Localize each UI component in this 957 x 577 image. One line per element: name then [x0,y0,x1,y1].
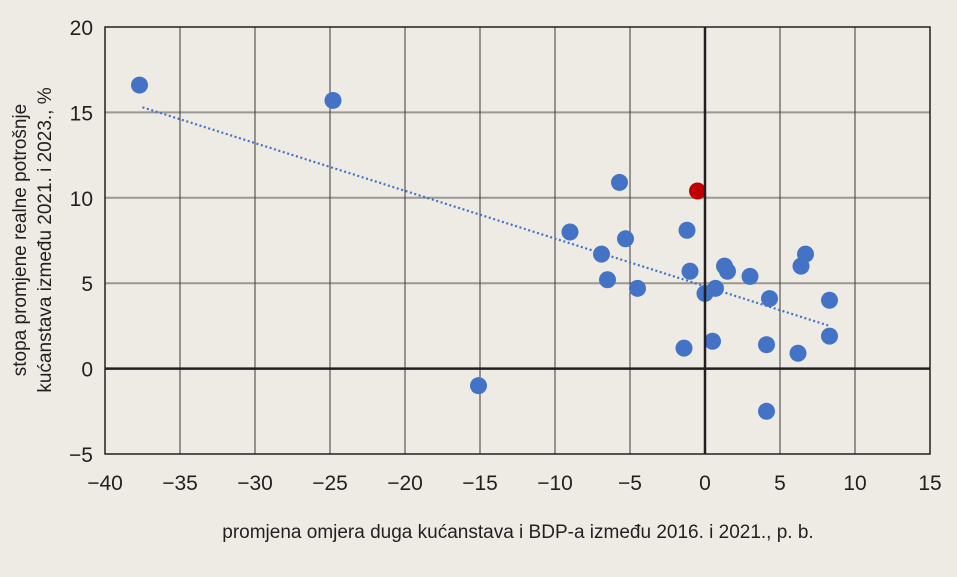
y-axis-title-line-1: stopa promjene realne potrošnje [10,104,31,377]
data-point [599,271,616,289]
data-point [707,279,724,297]
x-tick-label: −35 [162,472,198,495]
x-axis-title: promjena omjera duga kućanstava i BDP-a … [222,522,813,543]
data-point [470,377,487,395]
data-point [561,223,579,241]
trend-line [142,106,830,327]
data-point [675,339,693,357]
data-point [704,332,721,350]
data-point [593,245,610,263]
x-tick-label: −40 [87,472,123,495]
y-tick-label: 20 [70,17,93,40]
x-tick-label: 15 [918,472,941,495]
x-tick-label: −20 [387,472,423,495]
data-point [758,336,775,354]
x-tick-label: 0 [699,472,711,495]
data-point [821,327,838,345]
data-point [611,173,628,191]
grid [105,27,930,454]
x-tick-labels: −40 −35 −30 −25 −20 −15 −10 −5 0 5 10 15 [87,472,941,495]
y-tick-labels: −5 0 5 10 15 20 [69,17,93,467]
data-point [681,262,699,280]
data-point-highlighted [689,182,706,200]
data-point [617,230,634,248]
y-axis-title: stopa promjene realne potrošnje kućansta… [10,87,56,392]
x-tick-label: −30 [237,472,273,495]
y-tick-label: 10 [70,188,93,211]
x-tick-label: −25 [312,472,348,495]
plot-frame [104,26,931,455]
data-point [678,221,696,239]
y-axis-title-line-2: kućanstava između 2021. i 2023., % [35,87,56,392]
y-tick-label: −5 [69,444,93,467]
data-point [792,257,810,275]
data-point [324,91,342,109]
data-point [741,267,759,285]
x-tick-label: 5 [774,472,786,495]
axes [104,26,931,455]
data-point [761,290,778,308]
x-tick-label: 10 [843,472,866,495]
y-tick-label: 0 [81,359,93,382]
x-tick-label: −10 [537,472,573,495]
data-point [629,279,646,297]
data-point [789,344,807,362]
data-point [758,402,775,420]
y-tick-label: 5 [81,273,93,296]
x-tick-label: −15 [462,472,498,495]
data-point [719,262,736,280]
data-points [131,76,838,420]
y-tick-label: 15 [70,102,93,125]
x-tick-label: −5 [618,472,642,495]
data-point [821,291,838,309]
data-point [131,76,148,94]
